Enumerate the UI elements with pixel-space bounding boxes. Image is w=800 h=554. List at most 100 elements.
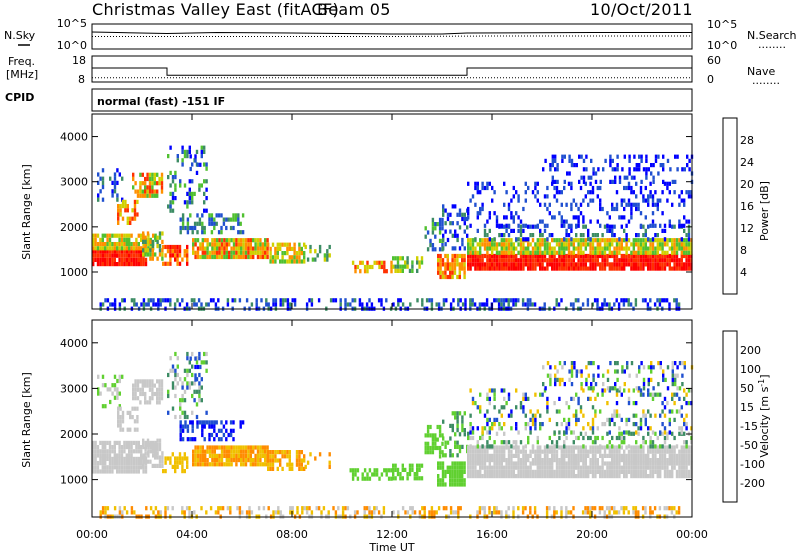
heatmap-cell <box>439 266 442 271</box>
heatmap-cell <box>536 453 539 458</box>
heatmap-cell <box>570 396 573 401</box>
heatmap-cell <box>644 246 647 251</box>
heatmap-cell <box>673 258 676 263</box>
heatmap-cell <box>673 242 676 247</box>
heatmap-cell <box>495 253 499 259</box>
heatmap-cell <box>579 449 583 454</box>
heatmap-cell <box>259 458 262 463</box>
heatmap-cell <box>467 238 470 243</box>
heatmap-cell <box>271 466 275 471</box>
heatmap-cell <box>94 469 97 474</box>
heatmap-cell <box>230 449 233 454</box>
heatmap-cell <box>441 222 444 227</box>
heatmap-cell <box>589 258 592 263</box>
heatmap-cell <box>519 233 523 238</box>
heatmap-cell <box>171 368 175 373</box>
heatmap-cell <box>503 388 506 393</box>
heatmap-cell <box>575 445 578 450</box>
heatmap-cell <box>584 258 587 263</box>
heatmap-cell <box>148 383 152 388</box>
heatmap-cell <box>673 246 676 251</box>
heatmap-cell <box>579 266 583 271</box>
heatmap-cell <box>644 458 647 463</box>
heatmap-cell <box>442 246 445 251</box>
heatmap-cell <box>603 262 607 267</box>
heatmap-cell <box>680 253 683 259</box>
heatmap-cell <box>609 163 612 168</box>
heatmap-cell <box>486 444 489 449</box>
heatmap-cell <box>668 253 671 259</box>
heatmap-cell <box>111 249 114 254</box>
heatmap-cell <box>171 385 175 390</box>
heatmap-cell <box>481 426 484 431</box>
heatmap-cell <box>507 458 511 463</box>
heatmap-cell <box>444 474 447 479</box>
heatmap-cell <box>293 298 297 303</box>
heatmap-cell <box>401 467 404 472</box>
heatmap-cell <box>663 237 667 242</box>
heatmap-cell <box>174 170 177 175</box>
heatmap-cell <box>451 253 454 259</box>
heatmap-cell <box>111 449 114 454</box>
heatmap-cell <box>431 230 435 235</box>
heatmap-cell <box>639 250 643 255</box>
heatmap-cell <box>627 453 631 458</box>
heatmap-cell <box>351 260 355 265</box>
heatmap-cell <box>286 242 289 247</box>
heatmap-cell <box>119 406 122 411</box>
heatmap-cell <box>116 378 119 384</box>
heatmap-cell <box>626 365 629 370</box>
heatmap-cell <box>539 469 542 474</box>
heatmap-cell <box>503 258 506 263</box>
heatmap-cell <box>674 373 677 378</box>
heatmap-cell <box>406 260 409 265</box>
heatmap-cell <box>491 266 494 271</box>
heatmap-cell <box>444 221 447 226</box>
heatmap-cell <box>322 506 326 511</box>
heatmap-cell <box>584 224 587 229</box>
heatmap-cell <box>539 461 542 466</box>
heatmap-cell <box>613 449 616 454</box>
heatmap-cell <box>483 185 487 191</box>
heatmap-cell <box>481 258 484 263</box>
heatmap-cell <box>106 237 109 242</box>
heatmap-cell <box>663 405 667 410</box>
heatmap-cell <box>486 440 489 445</box>
heatmap-cell <box>394 476 397 481</box>
x-tick-label: 20:00 <box>576 528 608 541</box>
heatmap-cell <box>259 242 262 247</box>
heatmap-cell <box>575 461 578 466</box>
heatmap-cell <box>567 469 571 474</box>
x-tick-label: 00:00 <box>76 528 108 541</box>
heatmap-cell <box>132 469 136 474</box>
heatmap-cell <box>188 381 191 386</box>
heatmap-cell <box>570 253 573 259</box>
heatmap-cell <box>613 474 616 479</box>
heatmap-cell <box>515 258 518 263</box>
heatmap-cell <box>481 444 484 449</box>
heatmap-cell <box>158 181 161 186</box>
heatmap-cell <box>505 246 508 251</box>
heatmap-cell <box>458 465 461 470</box>
heatmap-cell <box>647 224 650 229</box>
heatmap-cell <box>582 266 585 271</box>
x-axis-ticks: 00:00 04:00 08:00 12:00 16:00 20:00 00:00 <box>76 114 708 541</box>
heatmap-cell <box>375 506 378 511</box>
heatmap-cell <box>673 392 676 397</box>
heatmap-cell <box>548 469 551 474</box>
heatmap-cell <box>505 461 508 466</box>
heatmap-cell <box>618 179 622 184</box>
heatmap-cell <box>116 465 119 470</box>
heatmap-cell <box>579 474 583 479</box>
heatmap-cell <box>232 445 236 450</box>
heatmap-cell <box>430 298 434 303</box>
heatmap-cell <box>92 237 95 242</box>
heatmap-cell <box>108 262 112 267</box>
heatmap-cell <box>613 233 616 238</box>
heatmap-cell <box>169 261 172 266</box>
heatmap-cell <box>183 200 187 205</box>
heatmap-cell <box>203 145 206 150</box>
heatmap-cell <box>211 250 214 255</box>
heatmap-cell <box>635 253 638 259</box>
heatmap-cell <box>133 406 137 411</box>
